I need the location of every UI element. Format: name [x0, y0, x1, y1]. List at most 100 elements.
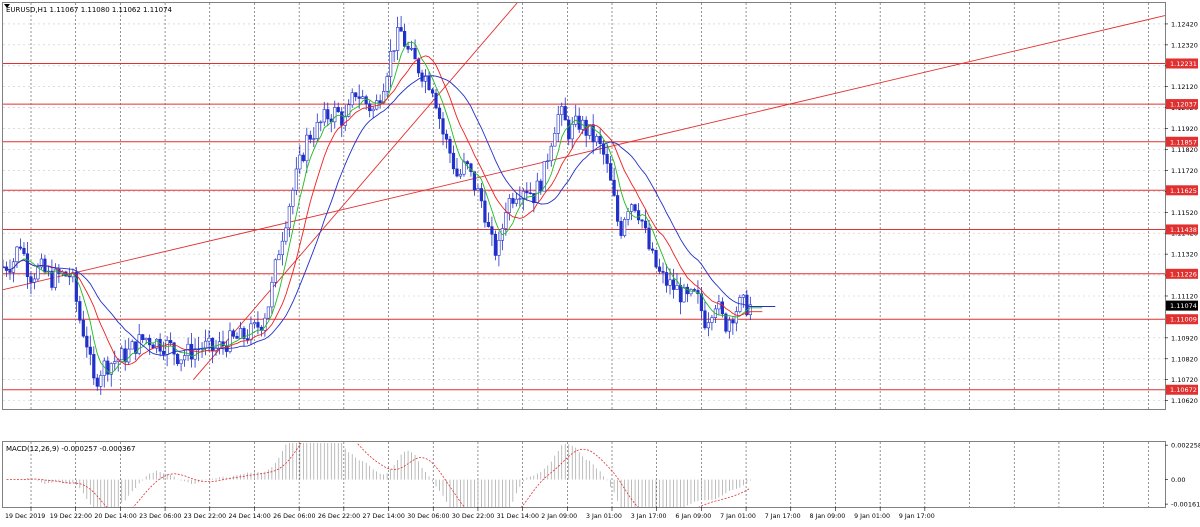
candle-body — [472, 171, 477, 191]
moving-average-line — [3, 75, 776, 356]
candle-body — [595, 136, 599, 143]
candle-body — [291, 189, 295, 207]
candle-body — [745, 294, 749, 316]
candle-body — [22, 247, 26, 255]
current-price-box — [1166, 300, 1198, 311]
candle-body — [444, 133, 449, 140]
time-label: 9 Jan 01:00 — [854, 513, 890, 520]
candle-body — [507, 198, 511, 213]
candle-body — [18, 246, 23, 249]
candle-body — [50, 270, 54, 288]
candle-body — [266, 306, 271, 319]
price-tick-label: 1.10620 — [1171, 397, 1198, 405]
time-label: 3 Jan 01:00 — [586, 513, 622, 520]
candle-body — [570, 123, 574, 140]
candle-body — [207, 337, 211, 342]
candle-body — [301, 154, 305, 162]
moving-average-line — [3, 41, 763, 374]
candle-body — [210, 337, 215, 352]
candle-body — [354, 92, 358, 98]
candle-body — [319, 121, 323, 124]
candle-body — [682, 286, 686, 303]
candle-body — [15, 246, 19, 263]
level-price-label: 1.11009 — [1170, 316, 1197, 324]
candle-body — [556, 114, 560, 134]
candle-body — [640, 219, 644, 222]
candle-body — [525, 190, 529, 194]
candle-body — [724, 313, 728, 332]
candle-body — [109, 363, 113, 375]
trend-lines — [3, 3, 1165, 380]
candle-body — [95, 377, 99, 387]
candle-body — [399, 27, 403, 32]
panel-menu-icon[interactable] — [4, 4, 10, 8]
candle-body — [273, 259, 277, 283]
candle-body — [678, 285, 683, 303]
candle-body — [277, 254, 281, 261]
candle-body — [182, 355, 187, 361]
candle-body — [476, 188, 480, 191]
moving-average-line — [3, 55, 763, 365]
level-price-box — [1166, 185, 1198, 196]
candle-body — [203, 340, 208, 349]
candle-body — [692, 289, 697, 291]
trend-line — [3, 15, 1165, 291]
candle-body — [479, 188, 484, 202]
candle-body — [504, 212, 508, 229]
candle-body — [633, 204, 637, 211]
candle-body — [720, 301, 724, 315]
candle-body — [553, 133, 557, 147]
candle-body — [668, 279, 672, 286]
time-label: 27 Dec 14:00 — [363, 513, 405, 520]
candle-body — [144, 337, 148, 340]
candle-body — [598, 136, 602, 144]
candle-body — [113, 361, 117, 364]
candle-body — [32, 278, 37, 283]
candle-body — [486, 221, 491, 227]
candle-body — [221, 341, 225, 347]
level-price-label: 1.11625 — [1170, 187, 1197, 195]
time-label: 3 Jan 17:00 — [631, 513, 667, 520]
candle-body — [409, 47, 414, 50]
candle-body — [53, 268, 57, 288]
candle-body — [343, 116, 347, 126]
level-price-box — [1166, 314, 1198, 325]
candle-body — [511, 198, 515, 204]
candle-body — [25, 253, 30, 278]
candle-body — [717, 301, 721, 310]
candle-body — [158, 338, 162, 352]
candle-body — [458, 173, 463, 177]
candle-body — [616, 195, 620, 222]
candle-body — [455, 168, 459, 177]
candle-body — [336, 107, 340, 113]
price-tick-label: 1.11520 — [1171, 209, 1198, 217]
candle-body — [514, 198, 518, 204]
candle-body — [245, 338, 250, 341]
candle-body — [92, 354, 96, 379]
candle-body — [636, 210, 641, 221]
candle-body — [483, 200, 487, 223]
time-label: 24 Dec 14:00 — [228, 513, 270, 520]
level-price-box — [1166, 384, 1198, 395]
level-price-label: 1.12037 — [1170, 101, 1197, 109]
time-label: 7 Jan 17:00 — [765, 513, 801, 520]
candle-body — [591, 124, 595, 143]
level-price-label: 1.11857 — [1170, 138, 1197, 146]
candle-body — [137, 334, 141, 354]
candle-body — [392, 50, 396, 52]
candle-body — [710, 317, 714, 323]
candle-body — [169, 340, 173, 344]
candle-body — [389, 51, 393, 77]
candle-body — [609, 163, 613, 181]
price-tick-label: 1.11720 — [1171, 167, 1198, 175]
candle-body — [305, 134, 309, 162]
moving-averages — [3, 41, 776, 374]
macd-histogram — [6, 443, 751, 507]
time-axis: 19 Dec 2019 19 Dec 22:00 20 Dec 14:00 23 De… — [5, 507, 935, 520]
time-label: 19 Dec 22:00 — [50, 513, 92, 520]
level-price-box — [1166, 224, 1198, 235]
candle-body — [413, 47, 417, 60]
candle-body — [741, 294, 745, 298]
candle-body — [437, 107, 442, 119]
